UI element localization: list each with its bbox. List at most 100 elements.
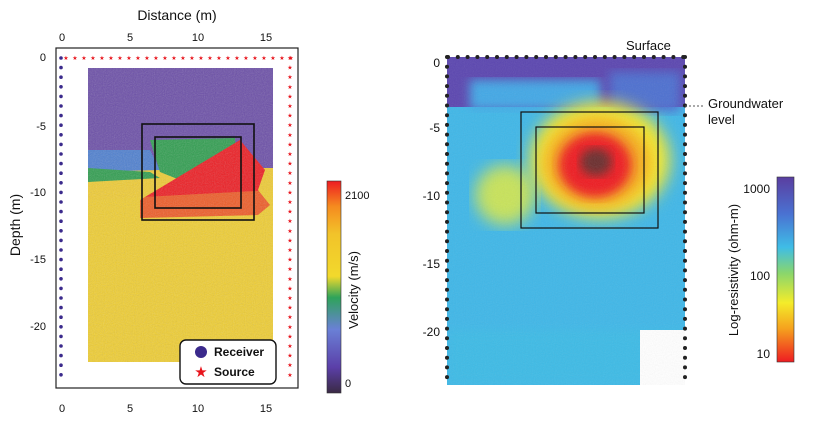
receiver-marker [59, 94, 63, 99]
electrode-marker [495, 55, 499, 59]
electrode-marker [445, 152, 449, 156]
receiver-marker [59, 133, 63, 137]
electrode-marker [683, 229, 687, 234]
electrode-marker [683, 171, 687, 176]
receiver-marker [59, 353, 63, 358]
velocity-y-ticks: 0 -5 -10 -15 -20 [30, 52, 46, 333]
velocity-x-ticks-top: 0 5 10 15 [59, 32, 272, 44]
source-legend-marker: ★ [194, 364, 207, 381]
receiver-marker [59, 325, 63, 329]
resistivity-panel: 0 -5 -10 -15 -20 Surface Groundwater lev… [423, 38, 795, 385]
source-marker: ★ [162, 55, 167, 62]
electrode-marker [661, 55, 666, 59]
electrode-marker [455, 55, 460, 59]
source-marker: ★ [287, 237, 292, 244]
groundwater-annotation: Groundwater level [708, 96, 787, 127]
electrode-marker [445, 346, 449, 350]
electrode-marker [683, 152, 687, 156]
receiver-marker [59, 104, 63, 108]
electrode-marker [445, 229, 449, 234]
source-marker: ★ [287, 362, 292, 369]
source-marker: ★ [287, 65, 292, 72]
electrode-marker [593, 55, 597, 59]
source-marker: ★ [288, 55, 293, 62]
res-cbar-tick-100: 100 [750, 269, 770, 283]
electrode-marker [485, 55, 490, 59]
receiver-marker [59, 65, 63, 70]
source-marker: ★ [287, 180, 292, 187]
x-tick-10-top: 10 [192, 32, 204, 44]
source-marker: ★ [287, 247, 292, 254]
x-tick-0-top: 0 [59, 32, 65, 44]
source-marker: ★ [287, 314, 292, 321]
source-marker: ★ [287, 353, 292, 360]
source-marker: ★ [287, 209, 292, 216]
receiver-marker [59, 344, 63, 348]
res-y-tick-0: 0 [433, 56, 440, 70]
electrode-marker [445, 278, 449, 283]
velocity-panel: ★ ★ ★ ★ ★ ★ ★ ★ ★ ★ ★ ★ ★ ★ ★ ★ ★ ★ ★ ★ ★ ★ ★ ★ ★ ★ ★ ★ ★ ★ ★ ★ ★ ★ ★ ★ ★ ★ ★ ★… [7, 7, 369, 415]
res-cbar-tick-10: 10 [757, 347, 771, 361]
source-marker: ★ [225, 55, 230, 62]
resistivity-colorbar-gradient [776, 176, 795, 363]
receiver-marker [59, 56, 63, 60]
receiver-marker [59, 75, 63, 79]
velocity-x-axis-label: Distance (m) [137, 7, 216, 23]
velocity-colorbar-max: 2100 [345, 190, 369, 202]
source-marker: ★ [252, 55, 257, 62]
source-marker: ★ [287, 343, 292, 350]
source-legend-label: Source [214, 365, 255, 379]
receiver-marker [59, 267, 63, 272]
res-cbar-tick-1000: 1000 [743, 182, 770, 196]
receiver-marker [59, 200, 63, 204]
velocity-inner-box [154, 136, 242, 209]
resistivity-inner-box [535, 126, 645, 214]
source-marker: ★ [72, 55, 77, 62]
electrode-marker [683, 181, 687, 186]
electrode-marker [445, 297, 449, 302]
electrode-marker [445, 84, 449, 89]
velocity-legend: Receiver ★ Source [179, 339, 277, 385]
electrode-marker [683, 74, 687, 79]
electrode-marker [445, 287, 449, 292]
electrode-marker [683, 122, 687, 127]
electrode-marker [683, 355, 687, 360]
electrode-marker [683, 365, 687, 370]
source-marker: ★ [198, 55, 203, 62]
receiver-marker [59, 277, 63, 281]
electrode-marker [622, 55, 627, 59]
electrode-marker [445, 210, 449, 215]
source-marker: ★ [126, 55, 131, 62]
electrode-marker [465, 55, 470, 59]
electrode-marker [553, 55, 558, 59]
source-marker: ★ [287, 93, 292, 100]
receiver-marker [59, 238, 63, 243]
electrode-marker [445, 355, 449, 360]
source-marker: ★ [135, 55, 140, 62]
source-marker: ★ [287, 151, 292, 158]
source-marker: ★ [99, 55, 104, 62]
velocity-colorbar-gradient [326, 180, 342, 394]
source-marker: ★ [287, 141, 292, 148]
electrode-marker [642, 55, 646, 59]
electrode-marker [445, 64, 449, 69]
velocity-y-axis-label: Depth (m) [7, 194, 23, 256]
receiver-marker [59, 123, 63, 127]
electrode-marker [683, 84, 687, 89]
y-tick-m10: -10 [30, 187, 46, 199]
electrode-marker [445, 249, 449, 253]
y-tick-0: 0 [40, 52, 46, 64]
resistivity-colorbar-label: Log-resistivity (ohm-m) [726, 204, 741, 336]
y-tick-m20: -20 [30, 321, 46, 333]
electrode-marker [445, 122, 449, 127]
electrode-marker [683, 287, 687, 292]
source-marker: ★ [287, 285, 292, 292]
source-marker: ★ [287, 84, 292, 91]
resistivity-field [447, 57, 685, 385]
receiver-marker [59, 286, 63, 291]
velocity-x-ticks-bottom: 0 5 10 15 [59, 403, 272, 415]
edge-markers: ★ ★ ★ ★ ★ ★ ★ ★ ★ ★ ★ ★ ★ ★ ★ ★ ★ ★ ★ ★ ★ ★ ★ ★ ★ ★ ★ ★ ★ ★ ★ ★ ★ ★ ★ ★ ★ ★ ★ ★… [59, 55, 294, 379]
electrode-marker [683, 200, 687, 205]
receiver-marker [59, 305, 63, 310]
source-marker: ★ [287, 305, 292, 312]
